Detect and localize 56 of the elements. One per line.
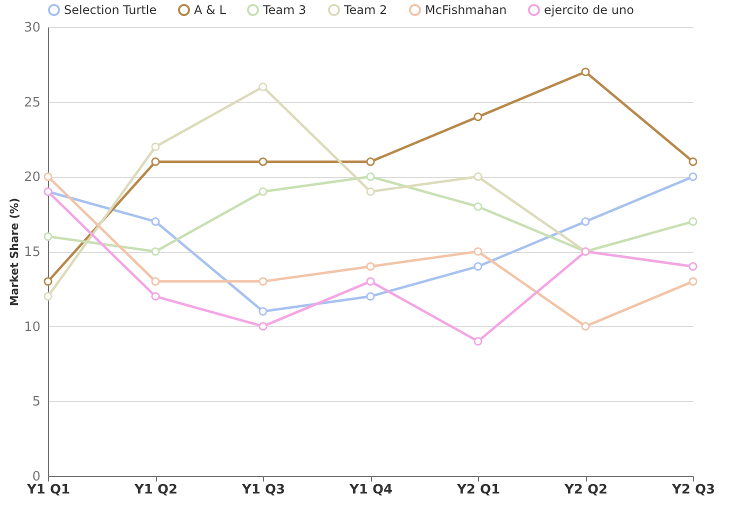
point xyxy=(474,202,482,211)
x-tick-label: Y2 Q2 xyxy=(563,482,608,498)
legend-label: Team 3 xyxy=(262,3,306,17)
x-tick-label: Y1 Q1 xyxy=(26,482,70,498)
point xyxy=(151,277,160,286)
legend-label: ejercito de uno xyxy=(544,3,634,17)
point xyxy=(688,172,698,181)
y-tick-label: 20 xyxy=(24,170,40,186)
point xyxy=(366,292,375,301)
point xyxy=(151,217,160,226)
point xyxy=(44,232,52,241)
point xyxy=(44,277,52,286)
point xyxy=(366,172,375,181)
point xyxy=(474,337,482,346)
y-axis-title: Market Share (%) xyxy=(8,198,21,306)
point xyxy=(581,217,590,226)
point xyxy=(474,262,482,271)
point xyxy=(688,157,698,166)
point xyxy=(44,172,52,181)
point xyxy=(366,277,375,286)
legend-label: McFishmahan xyxy=(425,3,507,17)
point xyxy=(474,247,482,256)
y-tick-label: 10 xyxy=(24,320,40,335)
legend-label: Selection Turtle xyxy=(64,3,157,17)
point xyxy=(581,322,590,331)
x-tick-label: Y2 Q1 xyxy=(456,482,500,498)
point xyxy=(474,172,482,181)
point xyxy=(151,247,160,256)
y-tick-label: 0 xyxy=(32,470,40,484)
point xyxy=(258,277,268,286)
point xyxy=(688,217,698,226)
point xyxy=(258,82,268,92)
y-tick-label: 5 xyxy=(32,394,40,410)
y-tick-label: 30 xyxy=(24,20,40,36)
point xyxy=(366,262,375,271)
x-tick-label: Y1 Q3 xyxy=(240,482,286,498)
point xyxy=(258,322,268,331)
point xyxy=(366,187,375,196)
point xyxy=(366,157,375,166)
x-tick-label: Y2 Q3 xyxy=(670,482,716,498)
point xyxy=(151,157,160,166)
legend-label: A & L xyxy=(194,3,226,17)
point xyxy=(151,142,160,152)
y-tick-label: 25 xyxy=(24,95,40,110)
point xyxy=(258,307,268,316)
y-tick-label: 15 xyxy=(24,245,40,260)
x-tick-label: Y1 Q4 xyxy=(348,482,393,498)
point xyxy=(688,277,698,286)
legend-label: Team 2 xyxy=(343,3,388,17)
point xyxy=(581,68,590,76)
point xyxy=(44,292,52,301)
point xyxy=(258,187,268,196)
x-tick-label: Y1 Q2 xyxy=(133,482,178,498)
point xyxy=(474,112,482,122)
point xyxy=(258,157,268,166)
point xyxy=(151,292,160,301)
